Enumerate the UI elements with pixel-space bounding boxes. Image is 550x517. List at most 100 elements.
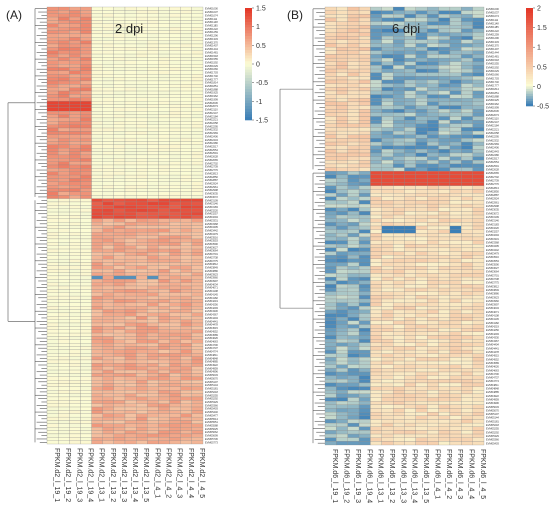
heatmap-cell (102, 299, 114, 303)
heatmap-cell (91, 6, 103, 11)
heatmap-cell (158, 178, 170, 182)
row-label: EVM01851 (486, 91, 499, 95)
heatmap-cell (347, 236, 360, 241)
heatmap-cell (58, 37, 70, 41)
heatmap-cell (147, 43, 159, 48)
heatmap-cell (147, 427, 159, 431)
heatmap-cell (438, 68, 451, 73)
heatmap-cell (347, 368, 360, 373)
row-label: EVM02406 (205, 134, 218, 138)
heatmap-cell (438, 167, 451, 172)
heatmap-cell (158, 400, 170, 404)
heatmap-cell (102, 262, 114, 266)
heatmap-cell (336, 163, 348, 168)
heatmap-cell (415, 178, 428, 183)
heatmap-cell (472, 47, 485, 51)
heatmap-cell (124, 316, 137, 320)
heatmap-cell (169, 53, 181, 58)
heatmap-cell (404, 130, 416, 135)
heatmap-cell (58, 161, 70, 166)
heatmap-cell (80, 289, 92, 293)
heatmap-cell (113, 151, 126, 156)
heatmap-cell (358, 94, 371, 99)
heatmap-cell (91, 279, 103, 283)
row-label: EVM05736 (205, 437, 218, 441)
heatmap-cell (124, 141, 137, 145)
heatmap-cell (370, 6, 382, 11)
heatmap-cell (147, 279, 159, 283)
heatmap-cell (472, 393, 485, 398)
heatmap-cell (324, 375, 337, 380)
heatmap-cell (191, 319, 204, 324)
heatmap-cell (381, 255, 394, 259)
heatmap-cell (69, 427, 81, 431)
heatmap-cell (191, 127, 204, 132)
heatmap-cell (69, 285, 81, 290)
heatmap-cell (461, 324, 473, 329)
heatmap-cell (358, 112, 371, 117)
heatmap-cell (169, 349, 181, 354)
heatmap-cell (381, 262, 394, 267)
heatmap-cell (404, 430, 416, 435)
heatmap-cell (91, 430, 103, 435)
heatmap-cell (438, 79, 451, 84)
heatmap-cell (113, 258, 126, 263)
heatmap-cell (472, 196, 485, 201)
heatmap-cell (324, 218, 337, 223)
heatmap-cell (169, 369, 181, 374)
heatmap-cell (46, 282, 59, 287)
heatmap-cell (404, 189, 416, 194)
heatmap-cell (58, 16, 70, 21)
heatmap-cell (370, 339, 382, 343)
heatmap-cell (180, 33, 192, 38)
heatmap-cell (169, 27, 181, 31)
row-label: EVM01555 (205, 57, 218, 61)
heatmap-cell (415, 105, 428, 110)
heatmap-cell (102, 366, 114, 371)
heatmap-cell (427, 390, 439, 395)
heatmap-cell (427, 375, 439, 380)
heatmap-cell (46, 306, 59, 310)
heatmap-cell (124, 188, 137, 193)
heatmap-cell (449, 189, 462, 194)
heatmap-cell (80, 366, 92, 371)
row-label: EVM03590 (205, 242, 218, 246)
heatmap-cell (102, 403, 114, 408)
row-label: EVM01370 (205, 40, 218, 44)
heatmap-cell (336, 123, 348, 128)
heatmap-cell (58, 299, 70, 303)
heatmap-cell (147, 80, 159, 85)
heatmap-cell (404, 222, 416, 227)
heatmap-cell (336, 65, 348, 70)
heatmap-cell (180, 416, 192, 421)
heatmap-cell (124, 114, 137, 119)
heatmap-cell (113, 181, 126, 186)
heatmap-cell (191, 131, 204, 135)
heatmap-cell (124, 326, 137, 330)
heatmap-cell (449, 262, 462, 267)
heatmap-cell (102, 137, 114, 142)
heatmap-cell (336, 94, 348, 99)
heatmap-cell (393, 276, 405, 281)
heatmap-cell (91, 423, 103, 428)
heatmap-cell (91, 420, 103, 424)
heatmap-cell (58, 168, 70, 172)
heatmap-cell (80, 27, 92, 31)
heatmap-cell (427, 357, 439, 362)
heatmap-cell (358, 207, 371, 212)
heatmap-cell (449, 109, 462, 113)
heatmap-cell (124, 403, 137, 408)
heatmap-cell (69, 390, 81, 394)
heatmap-cell (324, 116, 337, 121)
heatmap-cell (69, 27, 81, 31)
row-label: EVM02554 (486, 160, 499, 164)
heatmap-cell (336, 244, 348, 249)
heatmap-cell (461, 6, 473, 11)
heatmap-cell (102, 332, 114, 337)
heatmap-cell (136, 400, 148, 404)
heatmap-cell (136, 191, 148, 196)
heatmap-cell (324, 123, 337, 128)
heatmap-cell (91, 174, 103, 179)
heatmap-cell (169, 295, 181, 300)
heatmap-cell (147, 13, 159, 18)
